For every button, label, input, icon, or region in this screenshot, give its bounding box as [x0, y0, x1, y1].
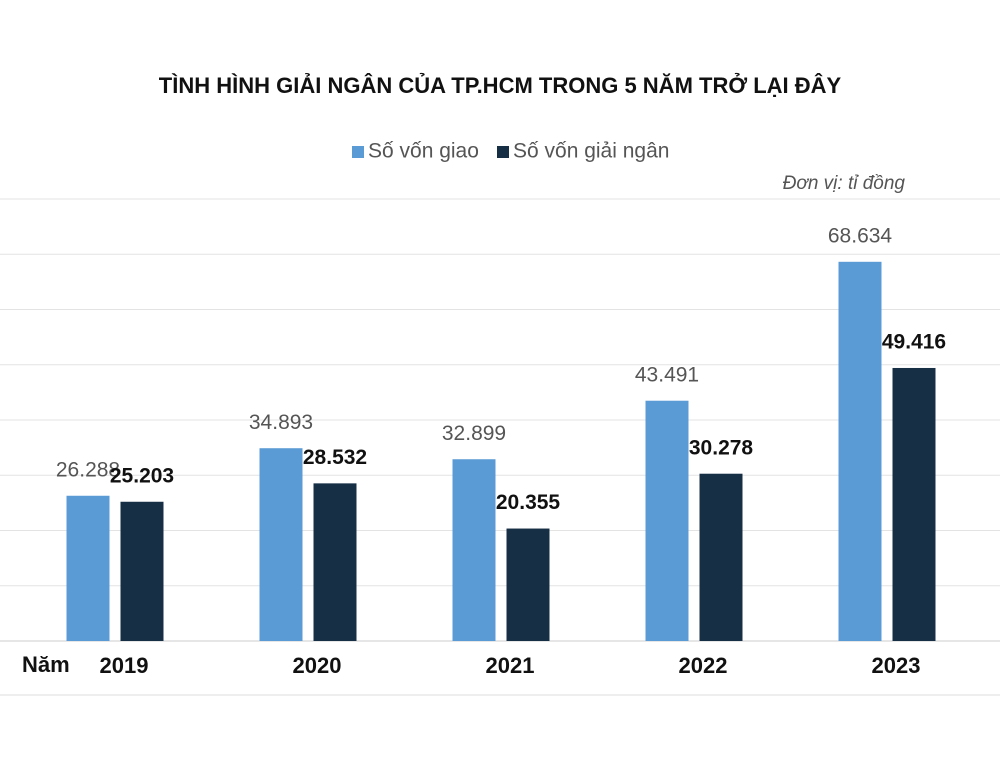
- value-label: 32.899: [442, 422, 506, 445]
- bar: [645, 400, 689, 641]
- value-label: 43.491: [635, 363, 699, 386]
- chart-title: TÌNH HÌNH GIẢI NGÂN CỦA TP.HCM TRONG 5 N…: [159, 73, 842, 98]
- x-tick-label: 2023: [872, 653, 921, 678]
- unit-note: Đơn vị: tỉ đồng: [783, 173, 906, 194]
- value-label: 25.203: [110, 464, 174, 487]
- x-tick-label: 2019: [100, 653, 149, 678]
- value-label: 26.288: [56, 458, 120, 481]
- bar: [699, 473, 743, 641]
- legend-label: Số vốn giải ngân: [513, 140, 669, 163]
- bar: [120, 501, 164, 641]
- x-tick-label: 2021: [486, 653, 535, 678]
- bar: [452, 459, 496, 641]
- x-axis-label: Năm: [22, 652, 70, 677]
- legend-swatch: [497, 146, 509, 158]
- bar: [506, 528, 550, 641]
- value-label: 30.278: [689, 436, 754, 459]
- value-label: 28.532: [303, 446, 367, 469]
- legend-label: Số vốn giao: [368, 140, 479, 163]
- value-label: 34.893: [249, 411, 313, 434]
- value-label: 49.416: [882, 331, 946, 354]
- bar: [892, 367, 936, 641]
- bar: [838, 261, 882, 641]
- x-tick-label: 2022: [679, 653, 728, 678]
- value-label: 20.355: [496, 491, 561, 514]
- x-tick-label: 2020: [293, 653, 342, 678]
- bar: [66, 495, 110, 641]
- bar: [313, 483, 357, 641]
- bar: [259, 448, 303, 641]
- legend-swatch: [352, 146, 364, 158]
- value-label: 68.634: [828, 224, 893, 247]
